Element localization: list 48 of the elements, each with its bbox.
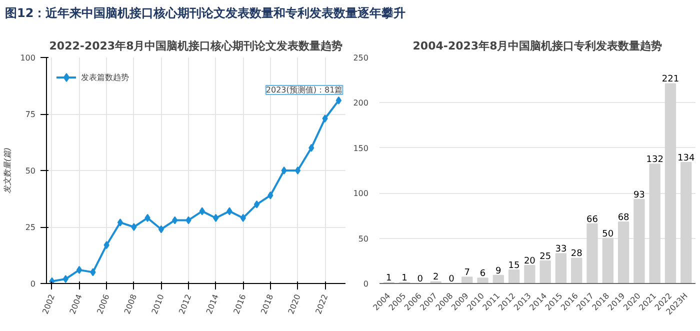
data-label: 7 — [464, 268, 470, 278]
data-label: 134 — [678, 153, 695, 164]
y-axis-title: 发文数量(篇) — [3, 147, 12, 194]
x-tick-label: 2008 — [122, 293, 139, 316]
x-tick-label: 2014 — [204, 293, 220, 316]
data-label: 93 — [633, 190, 645, 200]
data-label: 2 — [432, 272, 439, 283]
y-tick-label: 75 — [25, 110, 36, 119]
y-tick-label: 200 — [353, 98, 369, 108]
data-label: 6 — [480, 269, 486, 280]
data-label: 66 — [586, 214, 598, 225]
y-tick-label: 25 — [25, 223, 36, 232]
annotation: 2023(预测值)：81篇 — [266, 85, 343, 94]
y-tick-label: 150 — [353, 144, 369, 153]
x-tick-label: 2002 — [40, 293, 57, 316]
data-label: 132 — [646, 155, 664, 166]
x-tick-label: 2022 — [314, 293, 330, 316]
x-tick-label: 2006 — [95, 293, 112, 316]
x-tick-label: 2018 — [259, 293, 276, 316]
data-label: 1 — [402, 274, 408, 284]
data-label: 0 — [417, 274, 424, 284]
data-label: 28 — [570, 249, 583, 260]
y-tick-label: 100 — [353, 189, 369, 198]
x-tick-label: 2016 — [232, 293, 248, 316]
data-label: 0 — [448, 274, 455, 284]
x-tick-label: 2020 — [286, 293, 302, 316]
data-label: 50 — [602, 229, 614, 240]
data-label: 1 — [386, 274, 392, 284]
x-tick-label: 2010 — [150, 293, 166, 316]
data-label: 221 — [662, 74, 680, 85]
data-label: 15 — [508, 260, 520, 271]
data-label: 25 — [540, 252, 552, 262]
chart-title: 2004-2023年8月中国脑机接口专利发表数量趋势 — [412, 40, 662, 52]
x-tick-label: 2012 — [177, 293, 194, 316]
x-tick-label: 2004 — [68, 293, 84, 316]
data-label: 20 — [524, 256, 536, 266]
caption: 图12：近年来中国脑机接口核心期刊论文发表数量和专利发表数量逐年攀升 — [5, 6, 406, 20]
data-label: 9 — [496, 266, 502, 276]
y-tick-label: 100 — [20, 54, 36, 62]
data-label: 68 — [618, 213, 630, 224]
y-tick-label: 0 — [30, 280, 36, 288]
chart-title: 2022-2023年8月中国脑机接口核心期刊论文发表数量趋势 — [49, 40, 343, 52]
y-tick-label: 50 — [358, 234, 369, 244]
legend-label: 发表篇数趋势 — [81, 72, 129, 82]
y-tick-label: 250 — [353, 54, 369, 62]
data-label: 33 — [555, 244, 567, 255]
y-tick-label: 0 — [363, 280, 369, 288]
y-tick-label: 50 — [25, 166, 36, 176]
